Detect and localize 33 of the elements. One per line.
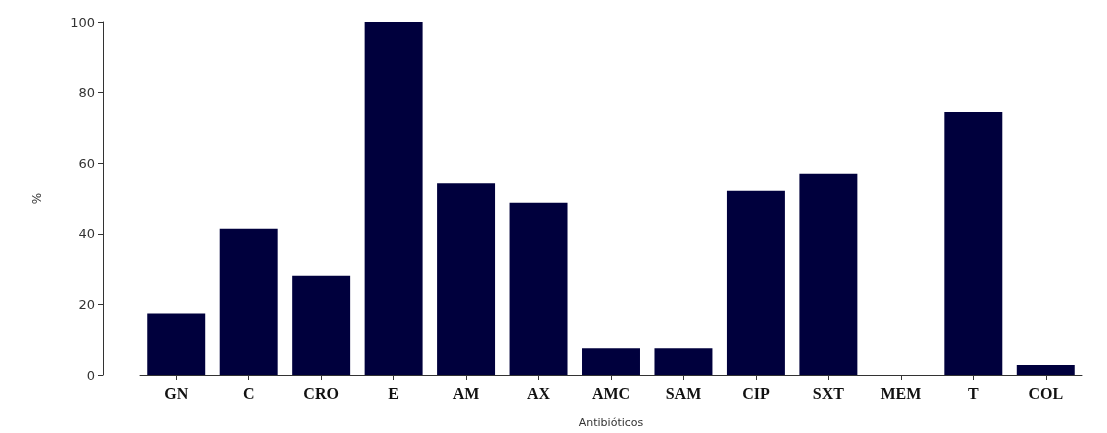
bar bbox=[726, 190, 785, 375]
y-tick-label: 20 bbox=[78, 296, 95, 312]
bar bbox=[509, 202, 568, 375]
x-tick-label: AMC bbox=[591, 384, 631, 402]
x-tick-label: CIP bbox=[742, 384, 770, 402]
x-tick-label: E bbox=[388, 384, 399, 402]
bar bbox=[582, 348, 640, 375]
x-tick-label: T bbox=[967, 384, 979, 402]
bar bbox=[1016, 365, 1075, 375]
y-axis-title: % bbox=[30, 192, 44, 205]
x-tick-label: GN bbox=[164, 384, 189, 402]
bar bbox=[654, 348, 713, 375]
bar bbox=[364, 22, 423, 375]
bar bbox=[944, 112, 1003, 375]
x-tick-label: C bbox=[242, 384, 255, 402]
bar bbox=[292, 275, 351, 375]
y-tick-label: 100 bbox=[70, 14, 95, 30]
x-axis-title: Antibióticos bbox=[578, 416, 644, 429]
x-tick-label: AM bbox=[452, 384, 480, 402]
x-tick-label: COL bbox=[1028, 384, 1064, 402]
bar bbox=[219, 228, 278, 375]
x-tick-label: CRO bbox=[303, 384, 339, 402]
bar bbox=[437, 183, 496, 375]
x-tick-label: SXT bbox=[812, 384, 845, 402]
y-tick-label: 0 bbox=[86, 367, 95, 383]
bar bbox=[147, 313, 206, 375]
bar bbox=[799, 173, 858, 375]
x-tick-label: AX bbox=[526, 384, 551, 402]
x-tick-label: SAM bbox=[665, 384, 702, 402]
y-tick-label: 40 bbox=[78, 226, 95, 242]
y-tick-label: 80 bbox=[78, 85, 95, 101]
x-tick-label: MEM bbox=[880, 384, 922, 402]
y-tick-label: 60 bbox=[78, 155, 95, 171]
